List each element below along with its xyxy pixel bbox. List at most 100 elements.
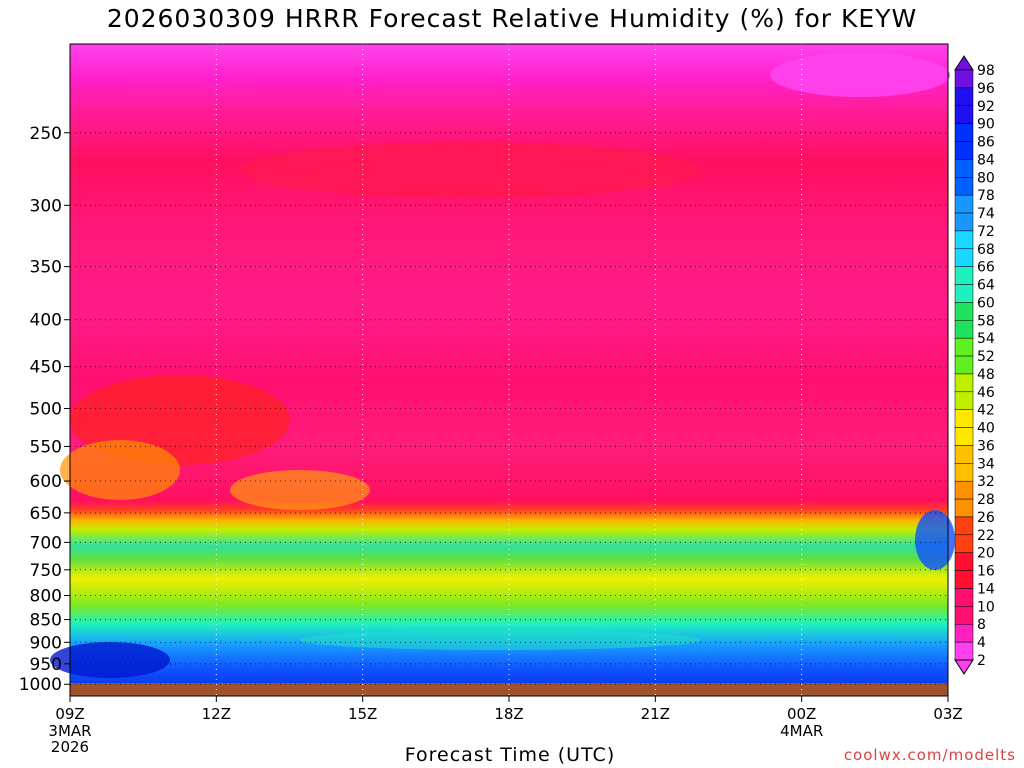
colorbar-swatch [954, 391, 974, 410]
colorbar-label: 2 [977, 653, 986, 669]
colorbar-swatch [954, 606, 974, 625]
colorbar-swatch [954, 427, 974, 446]
chart-title: 2026030309 HRRR Forecast Relative Humidi… [106, 4, 918, 33]
colorbar-swatch [954, 373, 974, 393]
x-tick-sublabel: 4MAR [780, 722, 823, 740]
colorbar-swatch [954, 302, 974, 321]
colorbar-label: 92 [977, 99, 995, 115]
colorbar-swatch [954, 248, 974, 267]
y-tick-label: 350 [30, 258, 62, 278]
colorbar-swatch [954, 409, 974, 428]
y-tick-label: 900 [30, 633, 62, 653]
y-tick-label: 600 [30, 472, 62, 492]
x-tick-sublabel: 3MAR [48, 722, 91, 740]
colorbar-swatch [954, 641, 974, 661]
colorbar-label: 4 [977, 635, 986, 651]
colorbar-swatch [954, 570, 974, 589]
colorbar-label: 20 [977, 546, 995, 562]
colorbar-label: 34 [977, 456, 995, 472]
y-tick-label: 1000 [19, 675, 62, 695]
y-tick-label: 550 [30, 437, 62, 457]
colorbar-swatch [954, 337, 974, 357]
colorbar-swatch [954, 355, 974, 375]
colorbar-label: 40 [977, 421, 995, 437]
colorbar-label: 96 [977, 81, 995, 97]
colorbar-label: 66 [977, 260, 995, 276]
y-tick-label: 250 [30, 124, 62, 144]
colorbar-swatch [954, 194, 974, 214]
colorbar-label: 36 [977, 438, 995, 454]
colorbar-label: 78 [977, 188, 995, 204]
colorbar-label: 60 [977, 295, 995, 311]
x-tick-label: 03Z [933, 705, 962, 723]
colorbar-swatch [954, 588, 974, 607]
colorbar-label: 32 [977, 474, 995, 490]
y-tick-label: 300 [30, 196, 62, 216]
wet-pocket [300, 630, 700, 650]
colorbar-label: 26 [977, 510, 995, 526]
colorbar-swatch [954, 552, 974, 571]
y-tick-label: 450 [30, 358, 62, 378]
y-tick-label: 850 [30, 611, 62, 631]
colorbar-swatch [954, 516, 974, 536]
colorbar-label: 14 [977, 581, 995, 597]
y-tick-label: 950 [30, 655, 62, 675]
colorbar-swatch [954, 69, 974, 89]
very-dry-pocket [770, 53, 950, 97]
colorbar-swatch [954, 284, 974, 303]
x-tick-sublabel: 2026 [51, 738, 89, 756]
colorbar-label: 16 [977, 564, 995, 580]
colorbar-label: 72 [977, 224, 995, 240]
colorbar-swatch [954, 159, 974, 178]
dry-pocket [240, 142, 700, 198]
colorbar-top-arrow [954, 55, 974, 71]
colorbar-label: 46 [977, 385, 995, 401]
colorbar-swatch [954, 105, 974, 124]
colorbar-label: 90 [977, 117, 995, 133]
wet-pocket [50, 642, 170, 678]
colorbar-bottom-arrow [954, 659, 974, 675]
y-tick-label: 700 [30, 533, 62, 553]
y-tick-label: 500 [30, 400, 62, 420]
colorbar-label: 68 [977, 242, 995, 258]
colorbar-swatch [954, 445, 974, 464]
x-tick-label: 12Z [202, 705, 231, 723]
x-tick-label: 21Z [641, 705, 670, 723]
x-tick-label: 09Z [55, 705, 84, 723]
colorbar-swatch [954, 123, 974, 142]
y-tick-label: 650 [30, 504, 62, 524]
colorbar-swatch [954, 498, 974, 518]
moist-pocket [60, 440, 180, 500]
colorbar-label: 64 [977, 278, 995, 294]
colorbar-label: 54 [977, 331, 995, 347]
colorbar-label: 52 [977, 349, 995, 365]
colorbar-label: 10 [977, 599, 995, 615]
colorbar-label: 42 [977, 403, 995, 419]
colorbar-swatch [954, 480, 974, 500]
colorbar-label: 80 [977, 170, 995, 186]
colorbar-label: 22 [977, 528, 995, 544]
colorbar-swatch [954, 623, 974, 643]
y-tick-label: 400 [30, 311, 62, 331]
colorbar-swatch [954, 463, 974, 482]
wet-pocket [915, 510, 955, 570]
x-tick-label: 00Z [787, 705, 816, 723]
colorbar-label: 28 [977, 492, 995, 508]
colorbar-label: 48 [977, 367, 995, 383]
colorbar-swatch [954, 87, 974, 107]
x-tick-label: 18Z [494, 705, 523, 723]
colorbar-swatch [954, 141, 974, 160]
colorbar-swatch [954, 266, 974, 285]
colorbar-label: 84 [977, 152, 995, 168]
y-tick-label: 750 [30, 561, 62, 581]
colorbar-label: 86 [977, 135, 995, 151]
colorbar-label: 98 [977, 63, 995, 79]
colorbar-swatch [954, 230, 974, 250]
colorbar-label: 8 [977, 617, 986, 633]
colorbar-label: 58 [977, 313, 995, 329]
colorbar-swatch [954, 320, 974, 339]
x-tick-label: 15Z [348, 705, 377, 723]
x-axis-label: Forecast Time (UTC) [404, 744, 616, 766]
credit-text: coolwx.com/modelts [843, 746, 1016, 764]
